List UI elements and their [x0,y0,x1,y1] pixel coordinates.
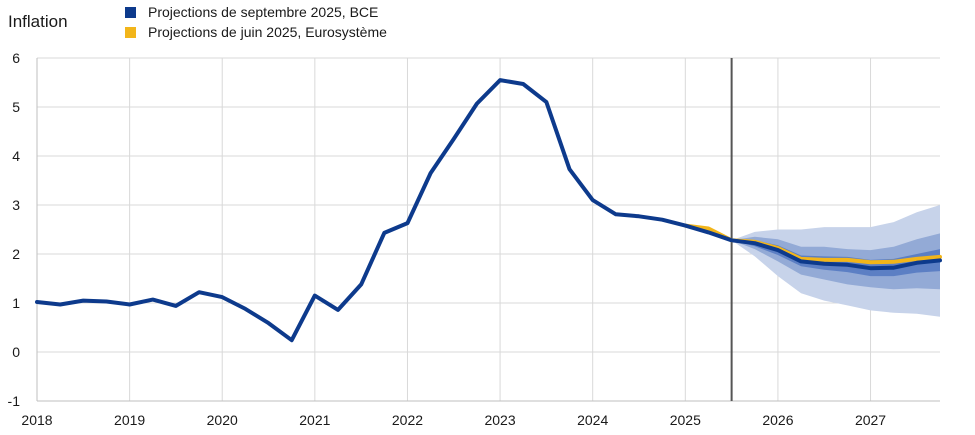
grid-layer [36,57,940,402]
chart-title: Inflation [8,12,68,31]
x-tick-label: 2022 [392,412,423,428]
x-tick-label: 2025 [670,412,701,428]
y-tick-label: 6 [12,50,20,66]
x-tick-label: 2024 [577,412,608,428]
series-line-sept [35,78,942,343]
legend-swatch-june [125,26,136,38]
y-tick-label: 1 [12,295,20,311]
legend-item-june: Projections de juin 2025, Eurosystème [125,22,387,42]
x-tick-label: 2019 [114,412,145,428]
x-tick-label: 2023 [484,412,515,428]
legend-item-sept: Projections de septembre 2025, BCE [125,2,387,22]
x-tick-label: 2020 [207,412,238,428]
y-tick-label: 2 [12,246,20,262]
line-layer [35,58,942,401]
x-tick-label: 2026 [762,412,793,428]
x-tick-label: 2027 [855,412,886,428]
legend: Projections de septembre 2025, BCE Proje… [125,2,387,42]
x-tick-label: 2021 [299,412,330,428]
y-tick-label: -1 [8,393,21,409]
legend-swatch-sept [125,6,136,18]
legend-label-sept: Projections de septembre 2025, BCE [148,4,379,20]
x-tick-label: 2018 [21,412,52,428]
y-tick-label: 5 [12,99,20,115]
y-tick-label: 0 [12,344,20,360]
y-tick-label: 3 [12,197,20,213]
y-tick-label: 4 [12,148,20,164]
legend-label-june: Projections de juin 2025, Eurosystème [148,24,387,40]
